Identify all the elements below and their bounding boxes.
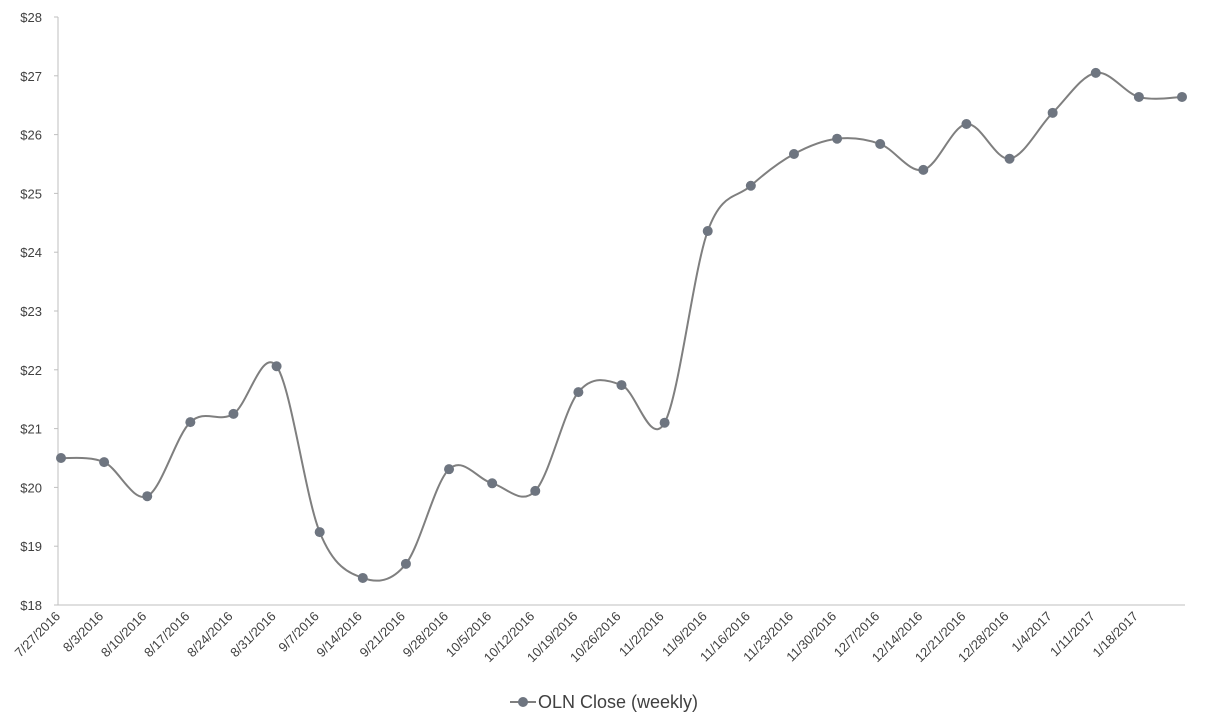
marker	[142, 491, 153, 502]
marker	[228, 408, 239, 419]
y-tick-label: $20	[20, 480, 42, 495]
x-tick-label: 8/24/2016	[184, 609, 236, 661]
y-tick-label: $26	[20, 128, 42, 143]
marker	[99, 457, 110, 468]
y-tick-label: $23	[20, 304, 42, 319]
x-tick-label: 9/28/2016	[400, 609, 452, 661]
marker	[56, 453, 66, 463]
y-tick-label: $25	[20, 186, 42, 201]
marker	[530, 485, 541, 496]
marker	[875, 139, 886, 150]
marker	[832, 133, 843, 144]
y-tick-label: $21	[20, 422, 42, 437]
marker	[745, 180, 756, 191]
marker	[961, 119, 972, 130]
x-tick-label: 9/14/2016	[313, 609, 365, 661]
marker	[659, 417, 670, 428]
marker	[400, 558, 411, 569]
marker	[314, 527, 325, 538]
marker	[444, 464, 455, 475]
marker	[1090, 67, 1101, 78]
marker	[918, 164, 929, 175]
x-tick-label: 11/2/2016	[616, 609, 667, 660]
legend-label: OLN Close (weekly)	[538, 692, 698, 712]
marker	[573, 387, 584, 398]
marker	[1004, 153, 1015, 164]
marker	[487, 478, 498, 489]
y-tick-label: $27	[20, 69, 42, 84]
marker	[702, 226, 713, 237]
marker	[185, 417, 196, 428]
marker	[357, 572, 368, 583]
marker	[1047, 107, 1058, 118]
y-tick-label: $19	[20, 539, 42, 554]
x-tick-label: 8/31/2016	[227, 609, 279, 661]
line	[60, 71, 1183, 582]
y-tick-label: $18	[20, 598, 42, 613]
marker	[1177, 91, 1187, 102]
y-tick-label: $24	[20, 245, 42, 260]
x-tick-label: 7/27/2016	[12, 609, 64, 661]
x-tick-label: 8/10/2016	[98, 609, 150, 661]
marker	[1133, 91, 1144, 102]
x-tick-label: 9/21/2016	[357, 609, 409, 661]
x-tick-label: 1/11/2017	[1047, 609, 1098, 660]
y-tick-label: $28	[20, 10, 42, 25]
y-tick-label: $22	[20, 363, 42, 378]
x-tick-label: 8/17/2016	[141, 609, 193, 661]
legend-marker	[518, 697, 528, 707]
x-tick-label: 1/18/2017	[1089, 609, 1141, 661]
marker	[616, 380, 627, 391]
marker	[788, 149, 799, 160]
marker	[271, 361, 282, 372]
